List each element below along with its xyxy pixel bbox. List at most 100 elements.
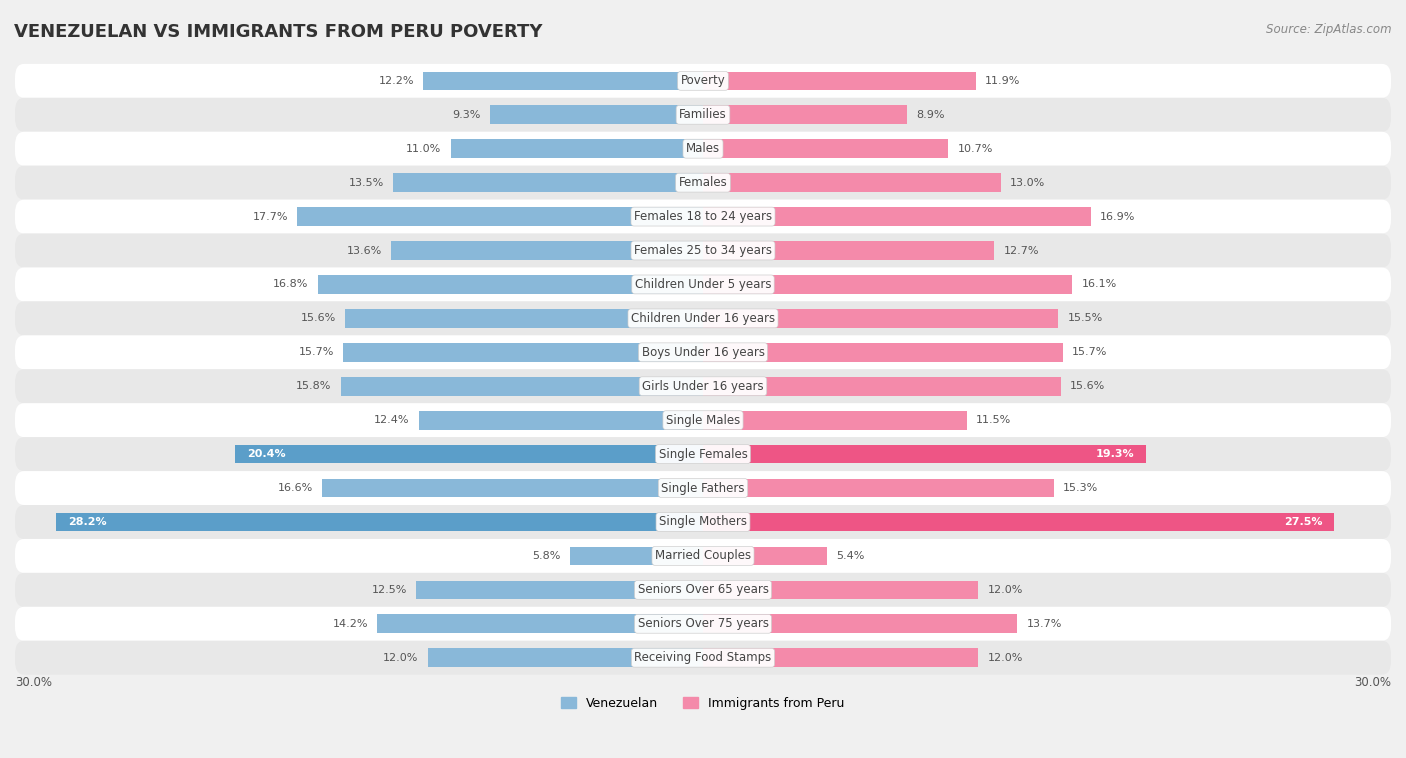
Text: Receiving Food Stamps: Receiving Food Stamps xyxy=(634,651,772,664)
Text: 16.9%: 16.9% xyxy=(1099,211,1135,221)
Bar xyxy=(394,174,703,192)
FancyBboxPatch shape xyxy=(15,335,1391,369)
Text: 5.8%: 5.8% xyxy=(533,551,561,561)
Bar xyxy=(703,343,1063,362)
Text: Children Under 5 years: Children Under 5 years xyxy=(634,278,772,291)
Text: Boys Under 16 years: Boys Under 16 years xyxy=(641,346,765,359)
Text: 15.6%: 15.6% xyxy=(1070,381,1105,391)
Text: 16.1%: 16.1% xyxy=(1081,280,1116,290)
Text: 15.8%: 15.8% xyxy=(297,381,332,391)
Text: 5.4%: 5.4% xyxy=(837,551,865,561)
Text: 15.3%: 15.3% xyxy=(1063,483,1098,493)
Bar xyxy=(703,581,979,599)
Legend: Venezuelan, Immigrants from Peru: Venezuelan, Immigrants from Peru xyxy=(557,692,849,715)
FancyBboxPatch shape xyxy=(15,268,1391,302)
Text: 15.6%: 15.6% xyxy=(301,313,336,324)
Bar xyxy=(489,105,703,124)
Text: 27.5%: 27.5% xyxy=(1284,517,1322,527)
Text: 10.7%: 10.7% xyxy=(957,144,993,154)
Bar xyxy=(377,615,703,633)
Bar xyxy=(297,207,703,226)
Bar xyxy=(423,71,703,90)
Bar xyxy=(391,241,703,260)
Text: 30.0%: 30.0% xyxy=(15,676,52,689)
Bar xyxy=(56,512,703,531)
Text: 15.5%: 15.5% xyxy=(1067,313,1102,324)
Bar xyxy=(703,309,1059,327)
FancyBboxPatch shape xyxy=(15,607,1391,641)
Text: Single Fathers: Single Fathers xyxy=(661,481,745,494)
FancyBboxPatch shape xyxy=(15,573,1391,607)
FancyBboxPatch shape xyxy=(15,403,1391,437)
FancyBboxPatch shape xyxy=(15,437,1391,471)
Bar xyxy=(703,71,976,90)
Text: Single Mothers: Single Mothers xyxy=(659,515,747,528)
FancyBboxPatch shape xyxy=(15,641,1391,675)
Text: Children Under 16 years: Children Under 16 years xyxy=(631,312,775,325)
Text: Females: Females xyxy=(679,176,727,190)
Bar xyxy=(703,615,1017,633)
Text: Females 25 to 34 years: Females 25 to 34 years xyxy=(634,244,772,257)
Bar xyxy=(419,411,703,430)
Text: Females 18 to 24 years: Females 18 to 24 years xyxy=(634,210,772,223)
Bar xyxy=(451,139,703,158)
Text: Married Couples: Married Couples xyxy=(655,550,751,562)
Text: 14.2%: 14.2% xyxy=(333,619,368,629)
Bar xyxy=(703,105,907,124)
FancyBboxPatch shape xyxy=(15,471,1391,505)
Text: VENEZUELAN VS IMMIGRANTS FROM PERU POVERTY: VENEZUELAN VS IMMIGRANTS FROM PERU POVER… xyxy=(14,23,543,41)
Text: 19.3%: 19.3% xyxy=(1095,449,1135,459)
Text: Single Females: Single Females xyxy=(658,448,748,461)
Text: 8.9%: 8.9% xyxy=(917,110,945,120)
FancyBboxPatch shape xyxy=(15,199,1391,233)
Text: 11.0%: 11.0% xyxy=(406,144,441,154)
Text: Seniors Over 65 years: Seniors Over 65 years xyxy=(637,584,769,597)
Bar xyxy=(343,343,703,362)
Text: 17.7%: 17.7% xyxy=(253,211,288,221)
Text: 13.5%: 13.5% xyxy=(349,177,384,188)
Text: 12.0%: 12.0% xyxy=(987,585,1022,595)
Text: 9.3%: 9.3% xyxy=(453,110,481,120)
Bar xyxy=(703,241,994,260)
Text: 13.7%: 13.7% xyxy=(1026,619,1062,629)
Text: 20.4%: 20.4% xyxy=(246,449,285,459)
Bar xyxy=(703,207,1091,226)
Text: 12.4%: 12.4% xyxy=(374,415,409,425)
Text: 28.2%: 28.2% xyxy=(67,517,107,527)
FancyBboxPatch shape xyxy=(15,505,1391,539)
Text: 30.0%: 30.0% xyxy=(1354,676,1391,689)
Bar xyxy=(703,445,1146,463)
Text: 11.5%: 11.5% xyxy=(976,415,1011,425)
Bar xyxy=(427,648,703,667)
Text: 15.7%: 15.7% xyxy=(1073,347,1108,357)
Bar xyxy=(703,174,1001,192)
Bar xyxy=(318,275,703,294)
Text: Males: Males xyxy=(686,143,720,155)
Bar xyxy=(569,547,703,565)
Text: 12.0%: 12.0% xyxy=(384,653,419,662)
Text: 12.0%: 12.0% xyxy=(987,653,1022,662)
FancyBboxPatch shape xyxy=(15,64,1391,98)
Text: 11.9%: 11.9% xyxy=(986,76,1021,86)
Bar xyxy=(703,547,827,565)
Bar xyxy=(322,479,703,497)
FancyBboxPatch shape xyxy=(15,539,1391,573)
Bar xyxy=(703,275,1073,294)
Bar xyxy=(340,377,703,396)
Text: 12.2%: 12.2% xyxy=(378,76,413,86)
FancyBboxPatch shape xyxy=(15,166,1391,199)
FancyBboxPatch shape xyxy=(15,233,1391,268)
Text: Seniors Over 75 years: Seniors Over 75 years xyxy=(637,617,769,631)
Text: Poverty: Poverty xyxy=(681,74,725,87)
FancyBboxPatch shape xyxy=(15,132,1391,166)
Bar xyxy=(703,512,1334,531)
Text: 13.6%: 13.6% xyxy=(347,246,382,255)
Text: 16.6%: 16.6% xyxy=(278,483,314,493)
Bar xyxy=(416,581,703,599)
Bar xyxy=(703,377,1060,396)
FancyBboxPatch shape xyxy=(15,369,1391,403)
Text: 15.7%: 15.7% xyxy=(298,347,333,357)
Bar xyxy=(703,411,967,430)
FancyBboxPatch shape xyxy=(15,302,1391,335)
Bar xyxy=(703,479,1054,497)
